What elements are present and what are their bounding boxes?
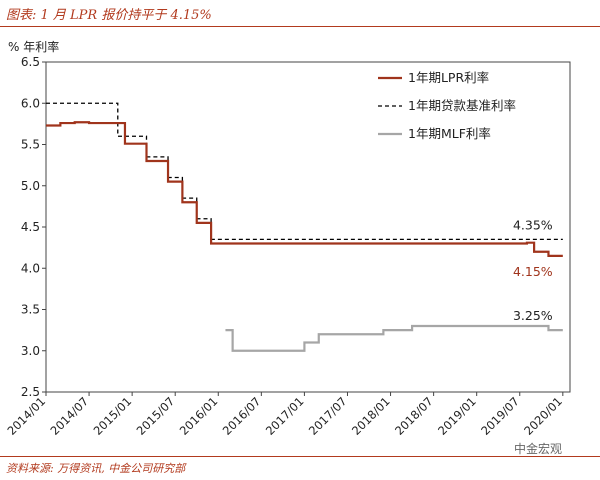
y-tick-label: 6.5 xyxy=(21,55,40,69)
y-tick-label: 5.5 xyxy=(21,138,40,152)
y-tick-label: 5.0 xyxy=(21,179,40,193)
x-tick-label: 2014/07 xyxy=(48,394,92,438)
legend-lpr-label: 1年期LPR利率 xyxy=(408,70,489,85)
y-tick-label: 6.0 xyxy=(21,96,40,110)
x-tick-label: 2015/07 xyxy=(134,394,178,438)
annotation-lpr: 4.15% xyxy=(513,264,553,279)
x-tick-label: 2017/07 xyxy=(306,394,350,438)
title-divider xyxy=(0,26,600,27)
y-tick-label: 4.0 xyxy=(21,261,40,275)
x-tick-label: 2018/07 xyxy=(392,394,436,438)
legend-mlf-label: 1年期MLF利率 xyxy=(408,126,491,141)
x-tick-label: 2015/01 xyxy=(91,394,135,438)
y-tick-label: 3.5 xyxy=(21,303,40,317)
y-axis-label: % 年利率 xyxy=(8,40,60,54)
mlf-series-line xyxy=(225,324,563,352)
x-tick-label: 2016/01 xyxy=(177,394,221,438)
x-tick-label: 2019/01 xyxy=(435,394,479,438)
x-tick-label: 2017/01 xyxy=(263,394,307,438)
x-tick-label: 2014/01 xyxy=(4,394,48,438)
x-tick-label: 2019/07 xyxy=(478,394,522,438)
annotation-loan-base: 4.35% xyxy=(513,217,553,232)
chart-title: 图表: 1 月 LPR 报价持平于 4.15% xyxy=(6,8,212,23)
source-note: 资料来源: 万得资讯, 中金公司研究部 xyxy=(6,462,186,475)
loan-base-series-line xyxy=(46,102,563,241)
legend-loan-base-label: 1年期贷款基准利率 xyxy=(408,98,516,113)
annotation-mlf: 3.25% xyxy=(513,308,553,323)
x-tick-label: 2018/01 xyxy=(349,394,393,438)
y-tick-label: 2.5 xyxy=(21,385,40,399)
lpr-series-line xyxy=(46,121,563,257)
x-tick-label: 2016/07 xyxy=(220,394,264,438)
x-tick-label: 2020/01 xyxy=(521,394,565,438)
watermark: 中金宏观 xyxy=(514,442,563,456)
y-tick-label: 4.5 xyxy=(21,220,40,234)
y-tick-label: 3.0 xyxy=(21,344,40,358)
footer-divider xyxy=(0,456,600,457)
